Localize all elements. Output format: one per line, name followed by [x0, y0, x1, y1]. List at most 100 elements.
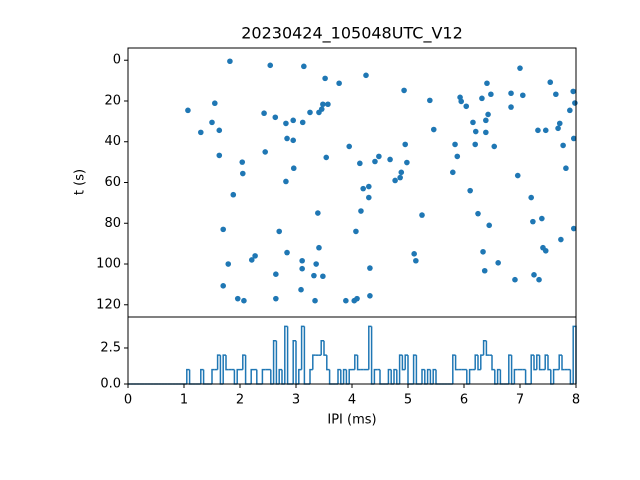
point — [472, 141, 479, 148]
point — [553, 91, 559, 98]
point — [401, 87, 407, 94]
histogram-step — [401, 355, 406, 371]
x-tick-label: 1 — [180, 393, 188, 408]
point — [283, 178, 289, 185]
point — [536, 276, 542, 283]
point — [241, 297, 247, 304]
point — [290, 137, 297, 144]
histogram-step — [558, 354, 562, 370]
histogram-step — [300, 325, 305, 370]
point — [517, 65, 523, 71]
histogram-step — [202, 369, 207, 385]
axes-frame — [127, 47, 577, 318]
point — [542, 247, 549, 254]
point — [273, 295, 279, 302]
point — [411, 251, 417, 257]
point — [480, 248, 486, 255]
histogram-step — [561, 355, 565, 371]
y-tick-label: 20 — [104, 93, 121, 108]
histogram-step — [244, 355, 249, 385]
histogram-step — [454, 355, 459, 371]
histogram-step — [328, 369, 333, 385]
point — [558, 236, 564, 243]
histogram-step — [356, 355, 361, 371]
histogram-step — [452, 354, 456, 384]
point — [298, 286, 304, 293]
x-tick-label: 5 — [404, 393, 412, 408]
point — [366, 183, 372, 190]
point — [488, 91, 494, 98]
point — [404, 159, 410, 166]
point — [301, 63, 307, 70]
point — [307, 109, 313, 116]
point — [555, 125, 561, 132]
point — [475, 210, 481, 217]
point — [547, 79, 554, 86]
point — [484, 80, 490, 87]
point — [299, 257, 305, 264]
point — [483, 129, 489, 136]
histogram-step — [225, 355, 229, 371]
point — [225, 261, 232, 267]
point — [185, 107, 191, 114]
point — [358, 208, 364, 214]
x-axis-label: IPI (ms) — [327, 413, 376, 428]
y-tick-label: 120 — [96, 297, 121, 312]
histogram-step — [286, 326, 291, 385]
histogram-step — [536, 354, 540, 370]
histogram-step — [491, 355, 495, 371]
point — [353, 228, 359, 235]
point — [354, 295, 360, 302]
histogram-step — [508, 354, 512, 384]
point — [227, 58, 233, 65]
point — [284, 249, 290, 256]
histogram-step — [337, 368, 341, 384]
histogram-step — [236, 368, 240, 384]
histogram-step — [326, 355, 330, 371]
y-tick-label: 0.0 — [100, 377, 121, 392]
point — [216, 127, 223, 134]
histogram-step — [272, 340, 277, 384]
point — [530, 218, 536, 225]
point — [240, 170, 246, 177]
histogram-step — [379, 369, 383, 385]
point — [273, 271, 279, 278]
histogram-step — [256, 369, 260, 385]
point — [209, 119, 215, 126]
point — [470, 119, 476, 126]
point — [262, 149, 269, 155]
histogram-step — [533, 355, 537, 371]
x-tick-label: 3 — [292, 393, 300, 408]
point — [315, 210, 321, 216]
histogram-step — [309, 368, 313, 384]
point — [427, 97, 433, 104]
point — [272, 114, 279, 121]
point — [318, 106, 325, 112]
histogram-step — [342, 368, 347, 384]
point — [357, 160, 363, 167]
y-axis-label: t (s) — [73, 169, 88, 195]
point — [452, 141, 458, 148]
point — [387, 156, 393, 163]
point — [556, 120, 563, 127]
point — [567, 107, 573, 114]
point — [363, 72, 369, 79]
point — [491, 143, 498, 150]
point — [230, 191, 237, 198]
point — [276, 228, 283, 235]
point — [572, 100, 578, 106]
histogram-step — [200, 368, 204, 384]
point — [360, 185, 367, 192]
point — [320, 101, 326, 108]
histogram-step — [188, 369, 193, 385]
point — [481, 267, 488, 274]
point — [402, 141, 409, 148]
point — [299, 265, 305, 272]
point — [290, 117, 297, 124]
point — [312, 297, 318, 304]
y-tick-label: 40 — [104, 134, 121, 149]
histogram-step — [513, 368, 518, 384]
histogram-step — [242, 354, 246, 370]
histogram-step — [485, 340, 490, 356]
